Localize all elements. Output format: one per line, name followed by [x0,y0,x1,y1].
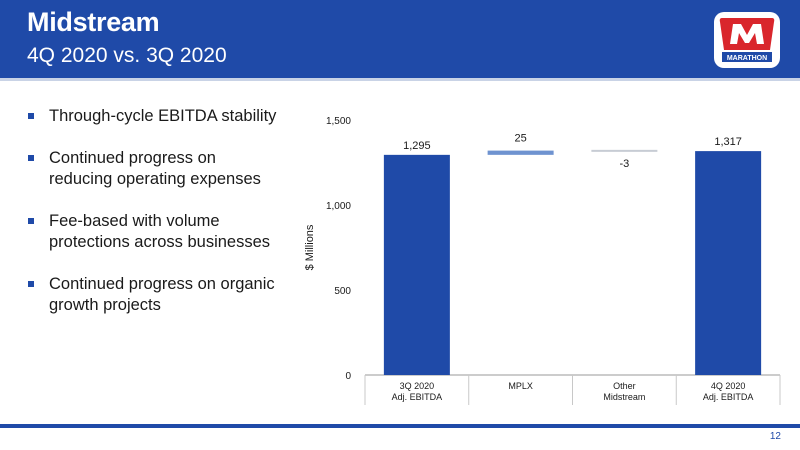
x-tick-label: 4Q 2020 [711,381,746,391]
bullet-list: Through-cycle EBITDA stability Continued… [28,106,283,337]
footer-divider [0,424,800,428]
bar [591,149,658,152]
bullet-item: Fee-based with volume protections across… [28,211,283,253]
x-tick-label: Other [613,381,636,391]
title-bar [0,0,800,78]
y-axis-title: $ Millions [304,224,316,270]
bullet-text: Through-cycle EBITDA stability [49,107,277,125]
bar [383,154,450,375]
x-tick-label: 3Q 2020 [400,381,435,391]
marathon-logo-icon: MARATHON [714,12,780,68]
bullet-text: Fee-based with volume protections across… [49,212,271,251]
y-tick-label: 1,000 [326,201,351,212]
bullet-square-icon [28,281,34,287]
data-label: -3 [619,158,629,170]
page-number: 12 [769,431,781,442]
bullet-item: Through-cycle EBITDA stability [28,106,283,127]
bullet-text: Continued progress on reducing operating… [49,149,261,188]
bullet-square-icon [28,155,34,161]
x-tick-label: Adj. EBITDA [703,392,754,402]
data-label: 1,317 [714,136,742,148]
slide-subtitle: 4Q 2020 vs. 3Q 2020 [27,44,227,67]
logo-wordmark: MARATHON [727,55,767,62]
bullet-text: Continued progress on organic growth pro… [49,275,275,314]
x-tick-label: Adj. EBITDA [392,392,443,402]
bullet-item: Continued progress on reducing operating… [28,148,283,190]
slide-title: Midstream [27,7,160,37]
bullet-square-icon [28,218,34,224]
y-tick-label: 1,500 [326,116,351,127]
data-label: 1,295 [403,140,431,152]
bullet-item: Continued progress on organic growth pro… [28,274,283,316]
x-tick-label: MPLX [508,381,533,391]
bar [487,150,554,155]
x-tick-label: Midstream [603,392,645,402]
header-divider [0,78,800,81]
y-tick-label: 0 [345,371,351,382]
y-tick-label: 500 [334,286,351,297]
bullet-square-icon [28,113,34,119]
bar [695,151,762,375]
data-label: 25 [515,133,527,145]
